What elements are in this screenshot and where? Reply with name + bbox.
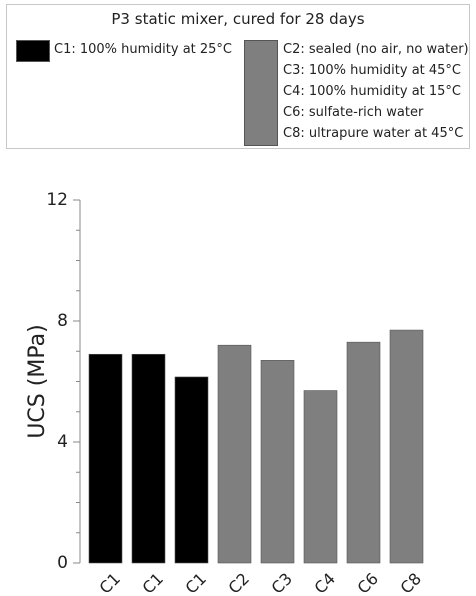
chart-title: P3 static mixer, cured for 28 days bbox=[111, 10, 365, 28]
legend-label-c3: C3: 100% humidity at 45°C bbox=[283, 63, 462, 78]
x-tick-label: C2 bbox=[225, 569, 254, 596]
y-tick-label: 12 bbox=[46, 190, 68, 210]
y-axis-title: UCS (MPa) bbox=[25, 324, 50, 438]
x-tick-label: C1 bbox=[139, 569, 168, 596]
bar-c3-5 bbox=[260, 360, 295, 564]
bar-c2-4 bbox=[217, 344, 252, 564]
x-tick-label: C4 bbox=[311, 569, 340, 596]
bar-c6-7 bbox=[346, 341, 381, 564]
bar-c1-2 bbox=[131, 353, 166, 564]
bar-c8-8 bbox=[389, 329, 424, 564]
y-tick-label: 0 bbox=[57, 553, 68, 573]
legend-label-c6: C6: sulfate-rich water bbox=[283, 105, 424, 120]
bar-c1-3 bbox=[174, 376, 209, 564]
legend-label-c4: C4: 100% humidity at 15°C bbox=[283, 84, 462, 99]
legend-swatch-c1 bbox=[16, 40, 50, 62]
legend-swatch-gray bbox=[244, 40, 278, 146]
x-tick-label: C1 bbox=[96, 569, 125, 596]
legend-label-c1: C1: 100% humidity at 25°C bbox=[54, 42, 233, 57]
bar-c4-6 bbox=[303, 390, 338, 564]
bar-c1-1 bbox=[88, 353, 123, 564]
y-tick-label: 4 bbox=[57, 432, 68, 452]
y-tick-label: 8 bbox=[57, 311, 68, 331]
x-tick-label: C3 bbox=[268, 569, 297, 596]
legend: P3 static mixer, cured for 28 days C1: 1… bbox=[6, 4, 470, 149]
x-tick-label: C6 bbox=[354, 569, 383, 596]
x-tick-label: C8 bbox=[397, 569, 426, 596]
legend-label-c8: C8: ultrapure water at 45°C bbox=[283, 126, 464, 141]
x-tick-label: C1 bbox=[182, 569, 211, 596]
legend-label-c2: C2: sealed (no air, no water) bbox=[283, 42, 469, 57]
